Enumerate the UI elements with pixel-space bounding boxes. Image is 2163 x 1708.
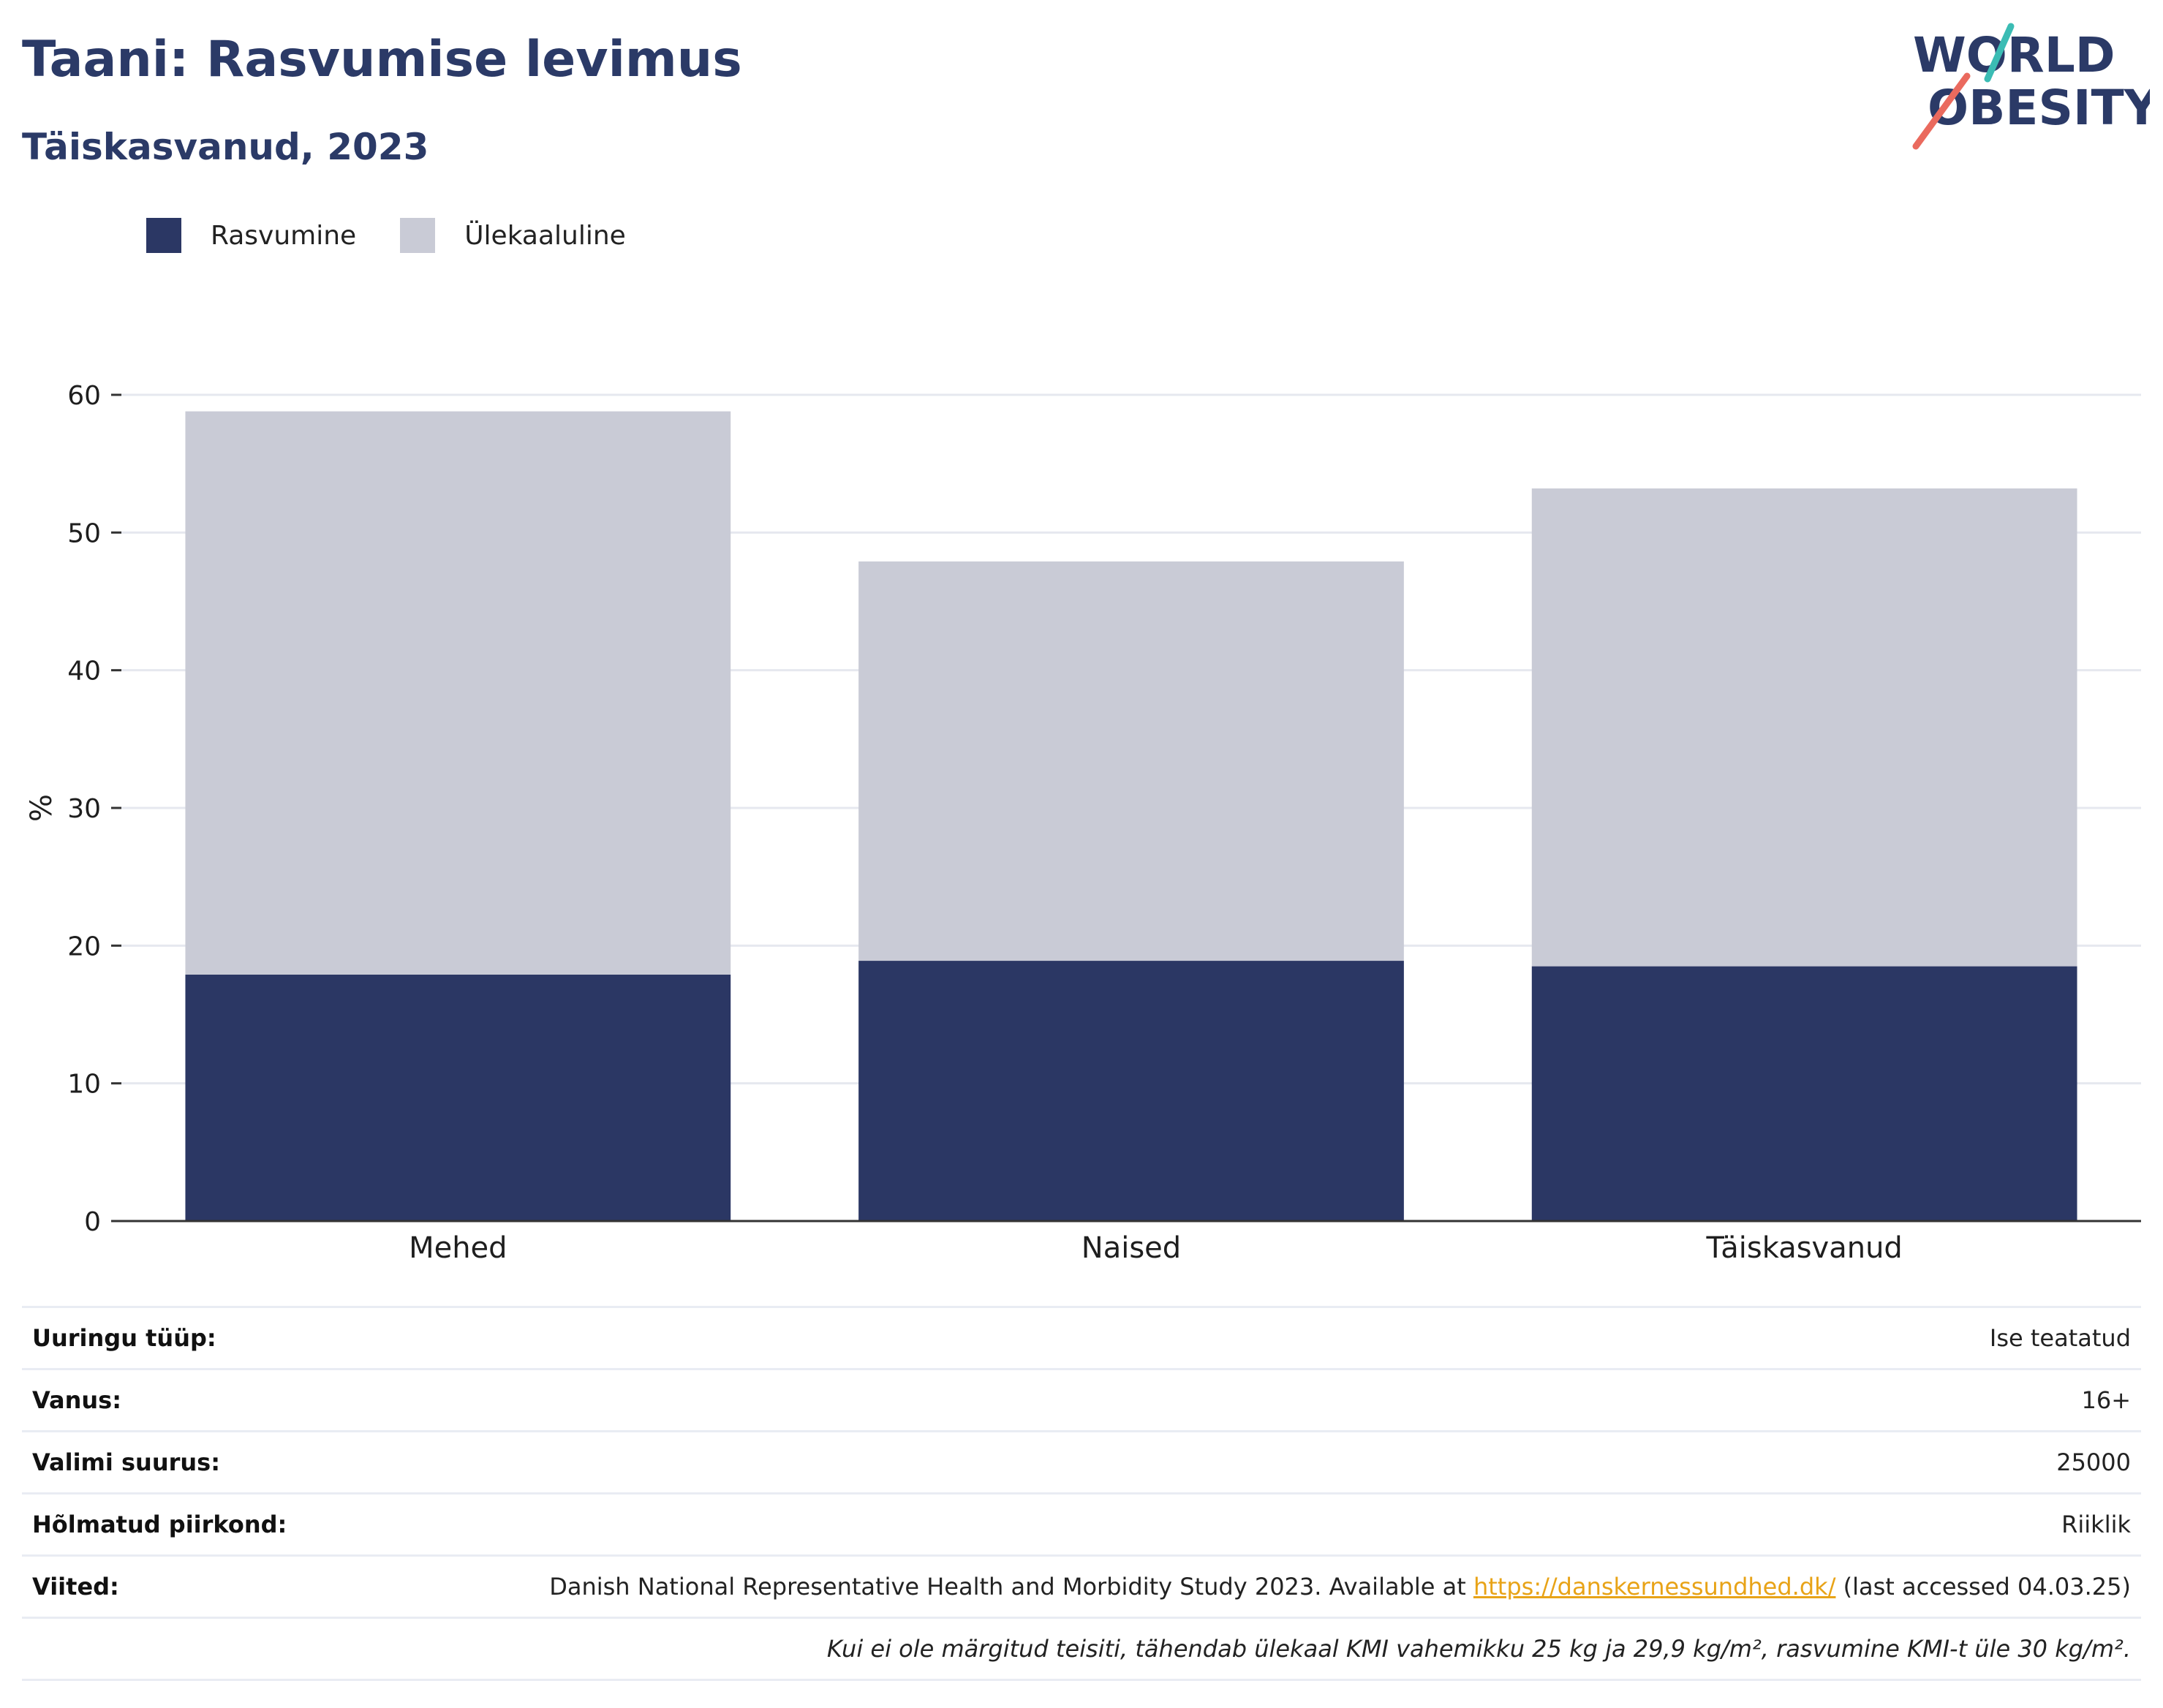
x-tick-label: Täiskasvanud	[1706, 1231, 1903, 1265]
references-text: Danish National Representative Health an…	[549, 1573, 1473, 1601]
bar-overweight	[858, 561, 1404, 961]
region-label: Hõlmatud piirkond:	[32, 1511, 287, 1538]
references-link[interactable]: https://danskernessundhed.dk/	[1473, 1573, 1836, 1601]
bar-obesity	[1531, 966, 2077, 1221]
info-row-region: Hõlmatud piirkond: Riiklik	[22, 1492, 2141, 1554]
info-row-survey-type: Uuringu tüüp: Ise teatatud	[22, 1306, 2141, 1368]
y-tick-label: 20	[67, 932, 101, 961]
survey-type-value: Ise teatatud	[1989, 1324, 2131, 1352]
legend-swatch-overweight	[400, 218, 436, 253]
logo-coral-stroke	[1912, 72, 1971, 150]
y-tick-label: 30	[67, 794, 101, 824]
logo-teal-stroke	[1984, 23, 2015, 83]
info-row-sample-size: Valimi suurus: 25000	[22, 1430, 2141, 1492]
age-label: Vanus:	[32, 1386, 122, 1414]
legend-label-obesity: Rasvumine	[211, 220, 357, 251]
legend-item-overweight: Ülekaaluline	[400, 218, 626, 253]
age-value: 16+	[2081, 1386, 2131, 1414]
y-axis-label: %	[25, 794, 58, 822]
x-tick-label: Mehed	[409, 1231, 507, 1265]
sample-size-label: Valimi suurus:	[32, 1448, 221, 1476]
bar-overweight	[185, 411, 731, 975]
page-subtitle: Täiskasvanud, 2023	[22, 126, 429, 168]
y-tick-label: 10	[67, 1070, 101, 1100]
sample-size-value: 25000	[2056, 1448, 2131, 1476]
y-tick-label: 0	[84, 1207, 101, 1237]
y-tick-label: 50	[67, 518, 101, 548]
page-title: Taani: Rasvumise levimus	[22, 31, 742, 88]
y-tick-label: 60	[67, 381, 101, 411]
survey-type-label: Uuringu tüüp:	[32, 1324, 216, 1352]
logo-line1: WORLD	[1913, 27, 2115, 83]
legend-label-overweight: Ülekaaluline	[464, 220, 626, 251]
legend-item-obesity: Rasvumine	[146, 218, 356, 253]
bar-chart: 0 10 20 30 40 50 60% Mehed Naised Täiskasvanud	[25, 381, 2141, 1265]
bar-overweight	[1531, 488, 2077, 967]
definition-note: Kui ei ole märgitud teisiti, tähendab ül…	[826, 1635, 2131, 1663]
info-table: Uuringu tüüp: Ise teatatud Vanus: 16+ Va…	[22, 1306, 2141, 1681]
info-row-note: Kui ei ole märgitud teisiti, tähendab ül…	[22, 1617, 2141, 1681]
info-row-age: Vanus: 16+	[22, 1368, 2141, 1430]
logo-line2: OBESITY	[1928, 80, 2150, 136]
references-label: Viited:	[32, 1573, 119, 1601]
references-accessed: (last accessed 04.03.25)	[1835, 1573, 2131, 1601]
legend-swatch-obesity	[146, 218, 181, 253]
info-row-references: Viited: Danish National Representative H…	[22, 1554, 2141, 1617]
world-obesity-logo: WORLD OBESITY	[1912, 23, 2150, 150]
bar-obesity	[185, 974, 731, 1221]
chart-legend: Rasvumine Ülekaaluline	[146, 218, 670, 253]
references-value: Danish National Representative Health an…	[549, 1573, 2131, 1601]
bar-obesity	[858, 961, 1404, 1221]
x-tick-label: Naised	[1082, 1231, 1181, 1265]
y-tick-label: 40	[67, 657, 101, 687]
region-value: Riiklik	[2061, 1511, 2131, 1538]
